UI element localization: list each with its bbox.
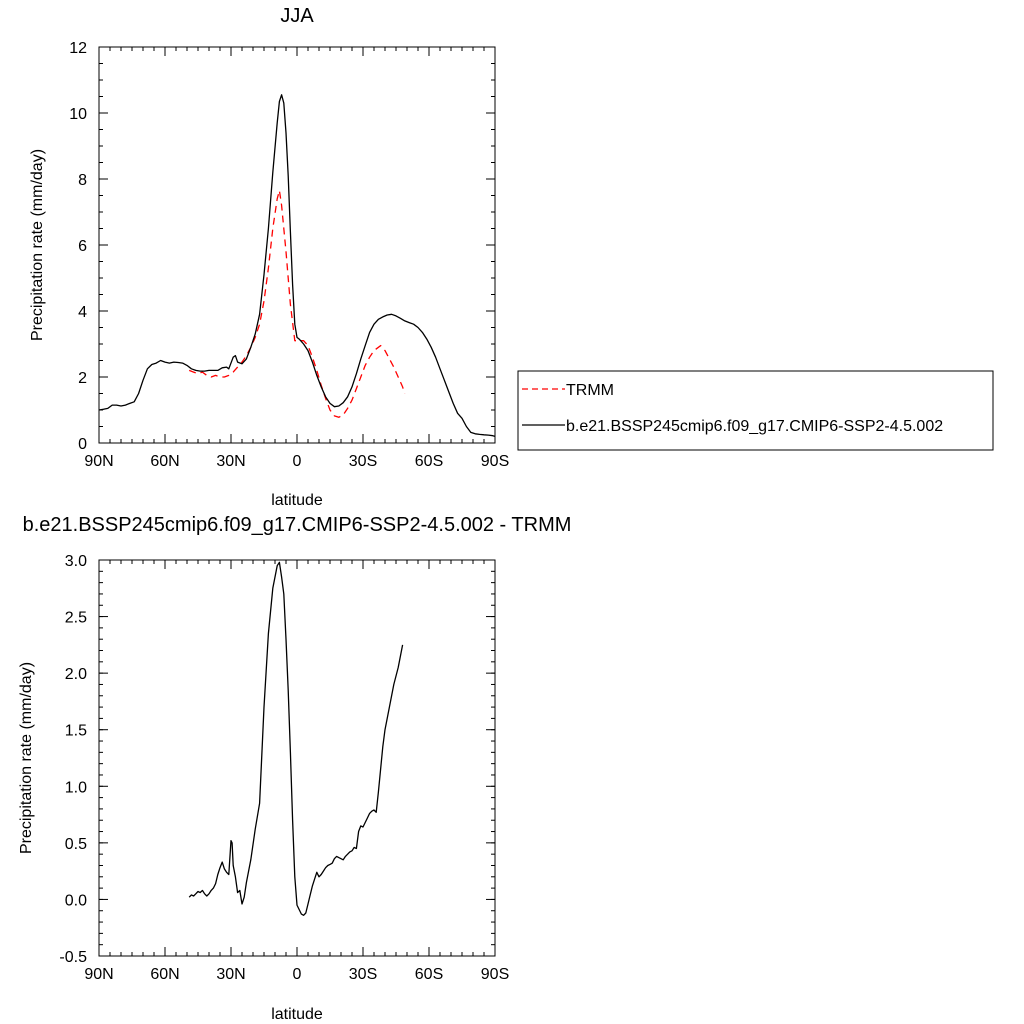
- bottom-y-tick-label: 2.0: [65, 666, 87, 683]
- top-x-tick-label: 30N: [216, 453, 245, 470]
- top-y-tick-label: 12: [69, 40, 87, 57]
- top-x-tick-label: 0: [293, 453, 302, 470]
- bottom-chart-ticks: 90N 60N 30N 0 30S 60S 90S -0.5 0.0 0.5 1.0 1.5 2.0 2.…: [59, 553, 509, 983]
- top-y-tick-label: 6: [78, 238, 87, 255]
- top-chart-series: [98, 94, 496, 438]
- top-y-tick-label: 10: [69, 106, 87, 123]
- top-x-tick-label: 90S: [481, 453, 509, 470]
- top-y-tick-label: 8: [78, 172, 87, 189]
- bottom-x-tick-label: 90N: [84, 966, 113, 983]
- top-chart-legend: TRMM b.e21.BSSP245cmip6.f09_g17.CMIP6-SS…: [517, 370, 994, 451]
- top-x-tick-label: 30S: [349, 453, 377, 470]
- bottom-y-tick-label: 1.0: [65, 779, 87, 796]
- bottom-series-line-0: [188, 561, 404, 916]
- bottom-chart-plot-frame: [98, 559, 496, 957]
- bottom-x-tick-label: 90S: [481, 966, 509, 983]
- top-x-tick-label: 60N: [150, 453, 179, 470]
- top-series-line-0: [188, 189, 406, 418]
- top-chart-ticks: 90N 60N 30N 0 30S 60S 90S 0 2 4 6 8 10 12: [69, 40, 509, 470]
- bottom-x-tick-label: 30S: [349, 966, 377, 983]
- bottom-y-tick-label: -0.5: [59, 949, 87, 966]
- top-chart-title: JJA: [280, 5, 314, 27]
- bottom-y-tick-label: 1.5: [65, 723, 87, 740]
- bottom-y-tick-label: 0.5: [65, 836, 87, 853]
- bottom-chart-title: b.e21.BSSP245cmip6.f09_g17.CMIP6-SSP2-4.…: [23, 514, 572, 536]
- top-y-tick-label: 4: [78, 304, 87, 321]
- top-x-tick-label: 60S: [415, 453, 443, 470]
- top-y-tick-label: 0: [78, 436, 87, 453]
- top-series-line-1: [98, 94, 496, 438]
- bottom-chart-series: [188, 561, 404, 916]
- bottom-y-tick-label: 2.5: [65, 610, 87, 627]
- top-chart-x-axis-label: latitude: [271, 492, 323, 509]
- legend-label-model: b.e21.BSSP245cmip6.f09_g17.CMIP6-SSP2-4.…: [566, 418, 943, 435]
- top-x-tick-label: 90N: [84, 453, 113, 470]
- top-chart-panel: JJA 90N 60N 30N 0 30S 60S 90S 0 2 4 6 8 10 12 latitud…: [29, 5, 509, 509]
- bottom-x-tick-label: 60N: [150, 966, 179, 983]
- bottom-x-tick-label: 30N: [216, 966, 245, 983]
- top-chart-y-axis-label: Precipitation rate (mm/day): [29, 149, 46, 341]
- bottom-y-tick-label: 0.0: [65, 892, 87, 909]
- bottom-chart-panel: b.e21.BSSP245cmip6.f09_g17.CMIP6-SSP2-4.…: [18, 514, 571, 1023]
- legend-label-trmm: TRMM: [566, 382, 614, 399]
- legend-frame: [517, 370, 994, 451]
- bottom-chart-x-axis-label: latitude: [271, 1006, 323, 1023]
- top-chart-plot-frame: [98, 46, 496, 444]
- bottom-y-tick-label: 3.0: [65, 553, 87, 570]
- top-y-tick-label: 2: [78, 370, 87, 387]
- bottom-x-tick-label: 60S: [415, 966, 443, 983]
- bottom-x-tick-label: 0: [293, 966, 302, 983]
- bottom-chart-y-axis-label: Precipitation rate (mm/day): [18, 662, 35, 854]
